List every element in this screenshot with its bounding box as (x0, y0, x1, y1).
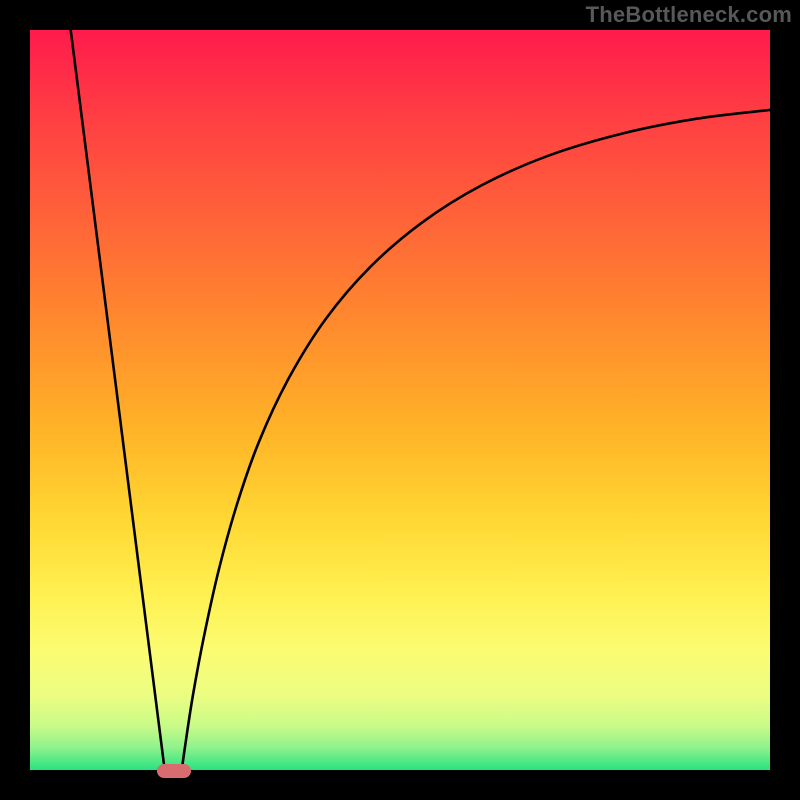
plot-area (30, 30, 770, 770)
apex-marker (157, 764, 192, 778)
watermark-text: TheBottleneck.com (586, 2, 792, 28)
left-line (71, 30, 165, 770)
right-curve (182, 110, 770, 770)
chart-frame: TheBottleneck.com (0, 0, 800, 800)
curve-layer (30, 30, 770, 770)
